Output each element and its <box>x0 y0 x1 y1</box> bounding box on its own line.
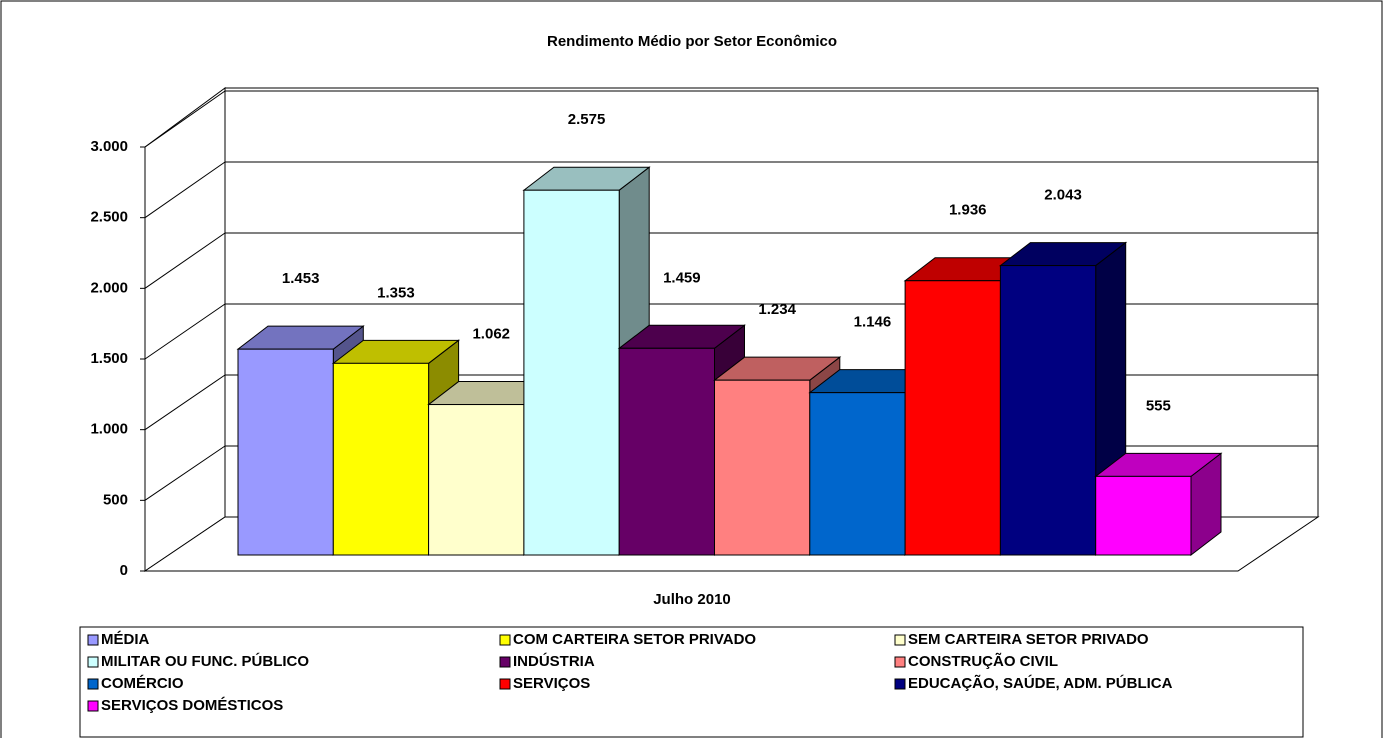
y-tick-label: 2.500 <box>90 209 128 226</box>
side-wall <box>144 87 226 572</box>
bar <box>428 404 525 556</box>
data-label: 1.062 <box>472 326 510 343</box>
grid-line <box>144 445 226 501</box>
data-label: 2.043 <box>1044 187 1082 204</box>
y-tick-label: 1.000 <box>90 421 128 438</box>
legend-swatch <box>87 634 99 646</box>
legend-swatch <box>499 678 511 690</box>
data-label: 1.234 <box>758 301 796 318</box>
grid-line <box>144 161 226 219</box>
grid-line <box>144 374 226 431</box>
y-tick-label: 2.000 <box>90 279 128 296</box>
grid-line <box>144 90 226 148</box>
data-label: 2.575 <box>568 111 606 128</box>
chart-title: Rendimento Médio por Setor Econômico <box>547 33 837 50</box>
legend-label: CONSTRUÇÃO CIVIL <box>908 652 1058 670</box>
legend-label: INDÚSTRIA <box>513 652 595 670</box>
bar <box>237 348 334 556</box>
legend-swatch <box>87 656 99 668</box>
legend-label: COM CARTEIRA SETOR PRIVADO <box>513 631 756 648</box>
grid-line <box>144 303 226 360</box>
bar <box>714 379 811 556</box>
legend-swatch <box>894 634 906 646</box>
legend-swatch <box>499 656 511 668</box>
data-label: 1.459 <box>663 269 701 286</box>
bar <box>904 280 1001 556</box>
bar <box>523 189 620 556</box>
legend-swatch <box>499 634 511 646</box>
bar <box>618 347 716 556</box>
legend-label: EDUCAÇÃO, SAÚDE, ADM. PÚBLICA <box>908 674 1173 692</box>
bar <box>332 362 430 556</box>
bar <box>999 265 1097 556</box>
legend-label: COMÉRCIO <box>101 675 184 692</box>
bar <box>809 392 906 556</box>
data-label: 555 <box>1146 397 1171 414</box>
legend-swatch <box>87 700 99 712</box>
legend-label: MÉDIA <box>101 631 150 648</box>
legend-swatch <box>894 678 906 690</box>
legend-swatch <box>87 678 99 690</box>
y-tick-label: 1.500 <box>90 350 128 367</box>
legend-label: SERVIÇOS <box>513 675 590 692</box>
data-label: 1.936 <box>949 202 987 219</box>
legend-label: SEM CARTEIRA SETOR PRIVADO <box>908 631 1149 648</box>
legend <box>79 626 1304 738</box>
legend-swatch <box>894 656 906 668</box>
data-label: 1.353 <box>377 284 415 301</box>
legend-label: MILITAR OU FUNC. PÚBLICO <box>101 652 309 670</box>
x-tick-label: Julho 2010 <box>653 591 731 608</box>
y-tick-label: 500 <box>103 491 128 508</box>
y-tick-label: 0 <box>120 562 128 579</box>
bar <box>1095 475 1192 556</box>
y-tick-label: 3.000 <box>90 138 128 155</box>
legend-label: SERVIÇOS DOMÉSTICOS <box>101 697 283 714</box>
data-label: 1.146 <box>854 314 892 331</box>
grid-line <box>144 232 226 289</box>
data-label: 1.453 <box>282 270 320 287</box>
